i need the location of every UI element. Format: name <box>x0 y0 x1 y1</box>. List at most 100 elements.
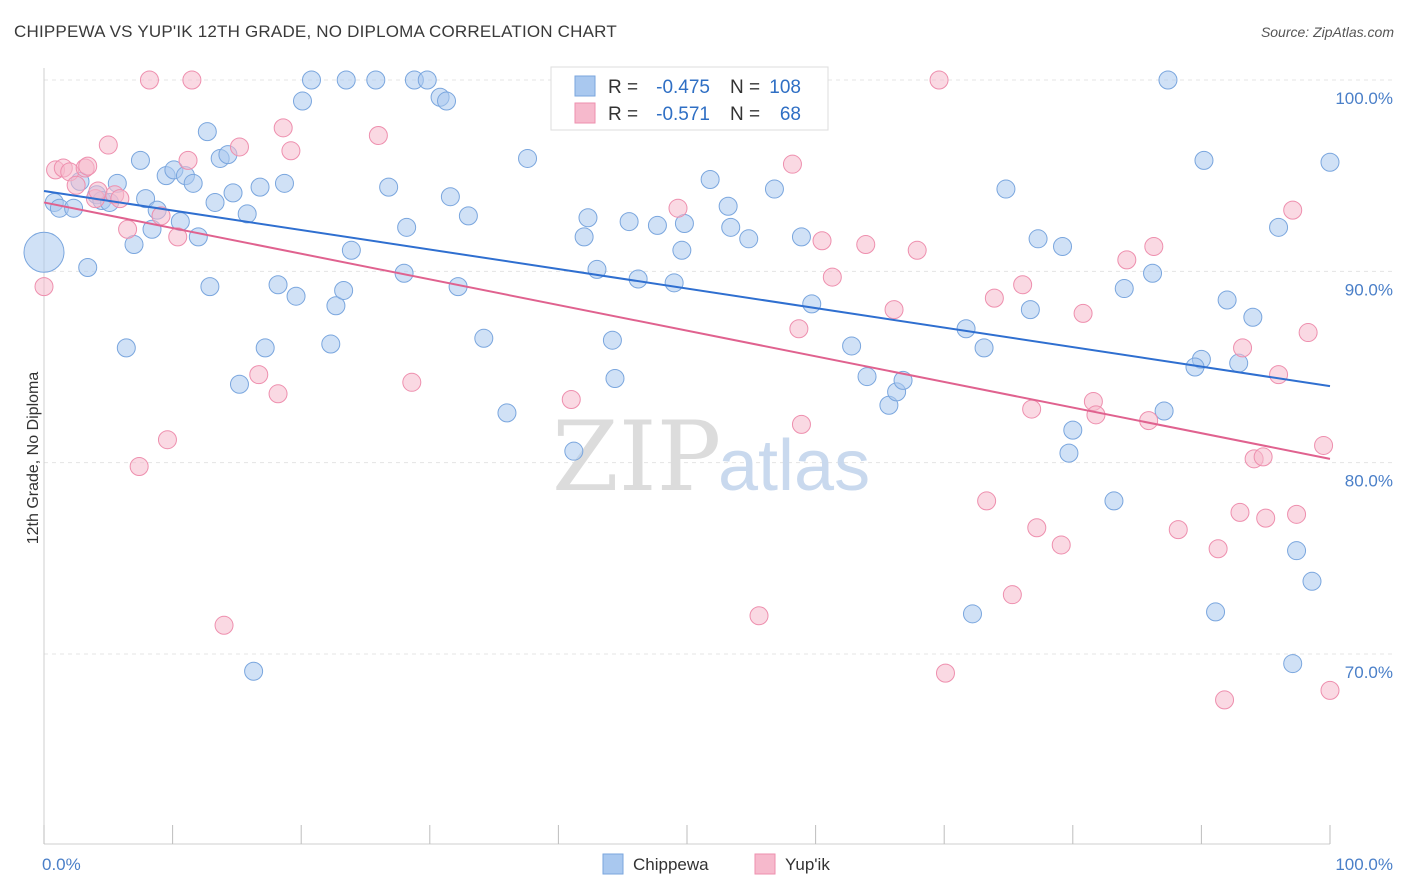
point-chippewa-31 <box>250 177 270 197</box>
point-yupik-55 <box>1208 539 1228 559</box>
bottom-legend-label-0: Chippewa <box>633 855 709 874</box>
point-chippewa-48 <box>417 70 437 90</box>
point-chippewa-69 <box>718 196 738 216</box>
point-chippewa-71 <box>739 229 759 249</box>
point-chippewa-68 <box>700 169 720 189</box>
point-yupik-26 <box>368 125 388 145</box>
point-chippewa-70 <box>721 217 741 237</box>
bottom-legend-swatch-0 <box>602 853 624 875</box>
point-chippewa-84 <box>1020 300 1040 320</box>
point-yupik-6 <box>78 156 98 176</box>
legend-n-value-1: 68 <box>780 104 801 125</box>
point-yupik-54 <box>1168 520 1188 540</box>
point-chippewa-64 <box>647 215 667 235</box>
x-tick-label-0: 0.0% <box>42 855 81 874</box>
point-chippewa-72 <box>764 179 784 199</box>
point-chippewa-42 <box>341 240 361 260</box>
point-yupik-4 <box>66 175 86 195</box>
legend: R = -0.475 N = 108 R = -0.571 N = 68 <box>550 66 829 131</box>
point-yupik-17 <box>168 227 188 247</box>
point-yupik-21 <box>229 137 249 157</box>
point-chippewa-5 <box>78 258 98 278</box>
point-chippewa-100 <box>1269 217 1289 237</box>
legend-r-value-0: -0.475 <box>656 77 710 98</box>
point-yupik-25 <box>281 141 301 161</box>
point-yupik-34 <box>812 231 832 251</box>
legend-swatch-0 <box>574 75 596 97</box>
point-chippewa-103 <box>1302 571 1322 591</box>
point-chippewa-21 <box>188 227 208 247</box>
point-chippewa-91 <box>1143 263 1163 283</box>
point-chippewa-85 <box>1028 229 1048 249</box>
y-tick-labels: 70.0% 80.0% 90.0% 100.0% <box>1335 89 1393 682</box>
point-chippewa-13 <box>136 189 156 209</box>
point-chippewa-41 <box>336 70 356 90</box>
point-yupik-27 <box>402 372 422 392</box>
point-chippewa-65 <box>664 273 684 293</box>
y-tick-label-2: 90.0% <box>1345 280 1393 299</box>
point-chippewa-62 <box>619 212 639 232</box>
legend-n-value-0: 108 <box>769 77 801 98</box>
point-yupik-22 <box>249 365 269 385</box>
point-yupik-42 <box>984 288 1004 308</box>
point-chippewa-88 <box>1063 420 1083 440</box>
point-chippewa-44 <box>379 177 399 197</box>
point-yupik-9 <box>98 135 118 155</box>
point-yupik-14 <box>139 70 159 90</box>
point-yupik-35 <box>822 267 842 287</box>
point-chippewa-37 <box>301 70 321 90</box>
point-chippewa-75 <box>842 336 862 356</box>
point-chippewa-92 <box>1154 401 1174 421</box>
x-tick-labels: 0.0% 100.0% <box>42 855 1393 874</box>
point-chippewa-34 <box>274 173 294 193</box>
point-chippewa-61 <box>605 368 625 388</box>
axes <box>43 68 1331 845</box>
point-chippewa-57 <box>564 441 584 461</box>
point-yupik-37 <box>884 300 904 320</box>
watermark-atlas: atlas <box>718 426 870 506</box>
point-yupik-30 <box>749 606 769 626</box>
point-yupik-63 <box>1283 200 1303 220</box>
point-chippewa-27 <box>223 183 243 203</box>
point-yupik-44 <box>1013 275 1033 295</box>
legend-swatch-1 <box>574 102 596 124</box>
point-chippewa-54 <box>474 328 494 348</box>
point-yupik-57 <box>1230 502 1250 522</box>
point-chippewa-12 <box>130 150 150 170</box>
point-yupik-18 <box>178 150 198 170</box>
point-chippewa-83 <box>996 179 1016 199</box>
point-chippewa-36 <box>292 91 312 111</box>
trend-lines <box>43 189 1331 460</box>
point-chippewa-102 <box>1287 541 1307 561</box>
chart-title: CHIPPEWA VS YUP'IK 12TH GRADE, NO DIPLOM… <box>14 22 617 41</box>
point-chippewa-106 <box>574 227 594 247</box>
point-chippewa-23 <box>200 277 220 297</box>
point-yupik-46 <box>1027 518 1047 538</box>
legend-r-label-0: R = <box>608 77 638 98</box>
point-yupik-16 <box>157 430 177 450</box>
point-chippewa-32 <box>255 338 275 358</box>
legend-n-label-1: N = <box>730 104 760 125</box>
point-chippewa-39 <box>326 296 346 316</box>
point-yupik-40 <box>935 663 955 683</box>
point-chippewa-93 <box>1158 70 1178 90</box>
point-chippewa-95 <box>1194 150 1214 170</box>
source-label: Source: ZipAtlas.com <box>1260 24 1394 40</box>
legend-r-value-1: -0.571 <box>656 104 710 125</box>
bottom-legend: Chippewa Yup'ik <box>602 853 830 875</box>
y-tick-label-1: 80.0% <box>1345 472 1393 491</box>
bottom-legend-swatch-1 <box>754 853 776 875</box>
point-yupik-47 <box>1051 535 1071 555</box>
point-yupik-67 <box>1320 680 1340 700</box>
point-yupik-66 <box>1314 435 1334 455</box>
point-chippewa-63 <box>628 269 648 289</box>
point-chippewa-90 <box>1114 279 1134 299</box>
point-chippewa-80 <box>956 319 976 339</box>
point-chippewa-40 <box>334 280 354 300</box>
point-chippewa-20 <box>183 173 203 193</box>
y-tick-label-3: 100.0% <box>1335 89 1393 108</box>
point-yupik-32 <box>789 319 809 339</box>
point-yupik-51 <box>1117 250 1137 270</box>
point-yupik-36 <box>856 235 876 255</box>
